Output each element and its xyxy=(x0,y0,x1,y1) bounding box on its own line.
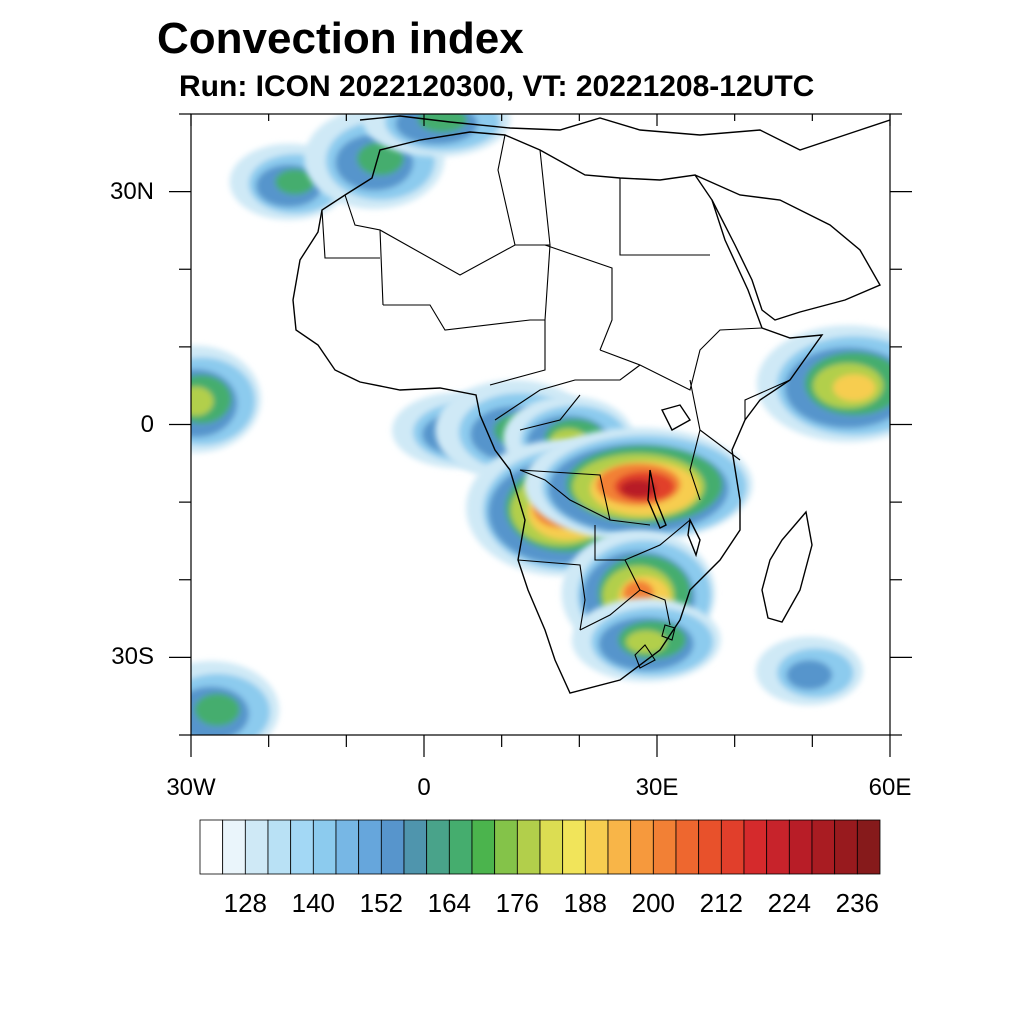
colorbar-swatch xyxy=(584,819,609,875)
colorbar-swatch xyxy=(856,819,881,875)
convection-region xyxy=(191,345,261,453)
convection-contour xyxy=(620,479,657,498)
lon-tick-label: 30W xyxy=(166,774,216,801)
colorbar-swatch xyxy=(448,819,473,875)
colorbar-swatch xyxy=(222,819,246,875)
colorbar-swatch xyxy=(267,819,292,875)
convection-contour xyxy=(417,114,468,133)
map-subtitle: Run: ICON 2022120300, VT: 20221208-12UTC xyxy=(179,70,815,103)
colorbar-swatch xyxy=(335,819,360,875)
lat-tick-label: 30S xyxy=(111,643,154,671)
colorbar-swatch xyxy=(766,819,790,875)
convection-region xyxy=(524,427,753,542)
convection-contour xyxy=(625,630,667,654)
convection-contour xyxy=(357,141,404,176)
colorbar-swatch xyxy=(380,819,405,875)
convection-field xyxy=(191,114,890,735)
axis-ticks xyxy=(169,113,912,757)
colorbar-label: 140 xyxy=(291,888,336,918)
convection-contour xyxy=(191,386,214,416)
convection-contour xyxy=(194,693,240,726)
colorbar xyxy=(199,819,881,875)
colorbar-swatch xyxy=(698,819,722,875)
country-borders xyxy=(321,134,791,669)
europe-coastline xyxy=(359,115,890,151)
colorbar-label: 236 xyxy=(835,888,880,918)
colorbar-swatch xyxy=(199,819,224,875)
colorbar-swatch xyxy=(539,819,564,875)
colorbar-swatch xyxy=(720,819,745,875)
colorbar-swatch xyxy=(743,819,768,875)
convection-region xyxy=(756,325,890,443)
africa-coastline xyxy=(292,131,824,694)
lat-tick-label: 0 xyxy=(140,410,154,438)
madagascar-coastline xyxy=(761,510,813,623)
colorbar-swatch xyxy=(312,819,337,875)
colorbar-swatch xyxy=(244,819,269,875)
arabia-coastline xyxy=(694,174,881,321)
colorbar-swatch xyxy=(516,819,541,875)
map-title: Convection index xyxy=(157,14,524,63)
colorbar-label: 164 xyxy=(427,888,472,918)
colorbar-swatch xyxy=(675,819,700,875)
colorbar-swatch xyxy=(471,819,496,875)
lon-tick-label: 30E xyxy=(635,774,679,801)
colorbar-swatch xyxy=(788,819,813,875)
colorbar-swatch xyxy=(426,819,450,875)
lake-tanganyika xyxy=(647,469,667,529)
colorbar-label: 128 xyxy=(223,888,268,918)
colorbar-label: 152 xyxy=(359,888,404,918)
colorbar-label: 200 xyxy=(631,888,676,918)
coastlines xyxy=(292,115,890,694)
colorbar-swatch xyxy=(607,819,632,875)
colorbar-swatch xyxy=(403,819,428,875)
convection-contour xyxy=(786,660,833,690)
colorbar-swatch xyxy=(652,819,677,875)
colorbar-swatch xyxy=(630,819,654,875)
convection-region xyxy=(571,597,721,682)
convection-region xyxy=(191,660,280,735)
convection-contour xyxy=(275,169,315,195)
colorbar-swatch xyxy=(811,819,836,875)
colorbar-swatch xyxy=(834,819,858,875)
lon-tick-label: 0 xyxy=(417,774,431,801)
lake-victoria xyxy=(660,404,692,431)
lat-tick-label: 30N xyxy=(109,177,154,205)
colorbar-swatch xyxy=(562,819,586,875)
colorbar-swatch xyxy=(358,819,382,875)
lon-tick-label: 60E xyxy=(868,774,912,801)
convection-contour xyxy=(833,374,876,402)
convection-region xyxy=(755,636,863,706)
colorbar-label: 224 xyxy=(767,888,812,918)
colorbar-label: 188 xyxy=(563,888,608,918)
colorbar-label: 212 xyxy=(699,888,744,918)
colorbar-swatch xyxy=(494,819,518,875)
lake-malawi xyxy=(687,517,701,558)
colorbar-label: 176 xyxy=(495,888,540,918)
colorbar-swatch xyxy=(290,819,314,875)
